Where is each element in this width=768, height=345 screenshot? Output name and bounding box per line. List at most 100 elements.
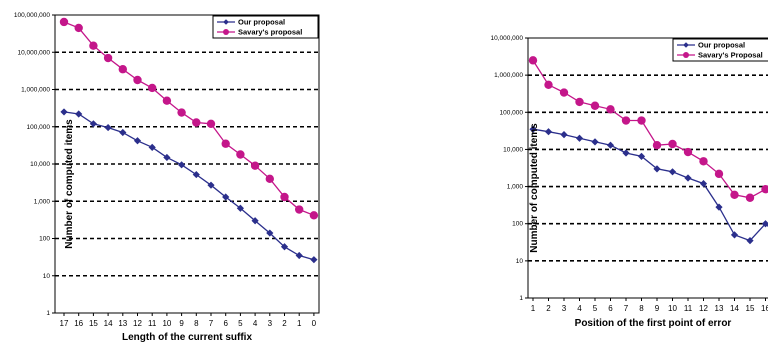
x-tick-label: 10 bbox=[162, 319, 171, 328]
y-tick-label: 10,000 bbox=[503, 146, 523, 153]
x-tick-label: 5 bbox=[593, 304, 598, 313]
series-point bbox=[133, 137, 142, 145]
series-point bbox=[575, 97, 584, 107]
legend-swatch-marker bbox=[223, 19, 229, 25]
x-tick-label: 17 bbox=[60, 319, 69, 328]
x-tick-label: 8 bbox=[194, 319, 199, 328]
y-tick-label: 100,000,000 bbox=[14, 12, 51, 19]
series-point bbox=[178, 161, 186, 169]
series-point bbox=[60, 108, 68, 116]
series-point bbox=[560, 131, 568, 139]
series-point bbox=[714, 169, 724, 179]
series-point bbox=[75, 110, 83, 118]
x-tick-label: 12 bbox=[699, 304, 708, 313]
series-point bbox=[699, 157, 708, 166]
y-tick-label: 1,000,000 bbox=[494, 72, 523, 79]
y-axis-title: Number of computed items bbox=[529, 123, 540, 253]
series-point bbox=[236, 150, 245, 159]
series-point bbox=[310, 256, 318, 264]
x-tick-label: 4 bbox=[253, 319, 258, 328]
series-point bbox=[668, 139, 677, 149]
series-point bbox=[250, 161, 260, 170]
x-tick-label: 6 bbox=[223, 319, 228, 328]
x-tick-label: 11 bbox=[148, 319, 157, 328]
x-tick-label: 0 bbox=[312, 319, 317, 328]
series-point bbox=[761, 184, 768, 194]
series-point bbox=[699, 180, 708, 188]
y-tick-label: 10,000,000 bbox=[490, 35, 523, 42]
x-tick-label: 8 bbox=[639, 304, 644, 313]
series-point bbox=[133, 75, 142, 85]
y-tick-label: 100,000 bbox=[27, 124, 51, 131]
series-point bbox=[177, 108, 186, 117]
x-tick-label: 14 bbox=[730, 304, 739, 313]
series-point bbox=[730, 190, 739, 200]
series-point bbox=[730, 231, 739, 239]
y-tick-label: 10,000,000 bbox=[17, 49, 50, 56]
series-point bbox=[280, 192, 289, 202]
x-tick-label: 13 bbox=[715, 304, 724, 313]
series-point bbox=[590, 101, 600, 110]
x-tick-label: 1 bbox=[531, 304, 536, 313]
x-tick-label: 9 bbox=[179, 319, 184, 328]
series-point bbox=[559, 88, 569, 97]
chart-left: 1 10 10 0 1,000 10,000 100,000 1,000,000 10,000,… bbox=[14, 12, 320, 343]
series-point bbox=[103, 53, 113, 63]
legend-box bbox=[212, 15, 319, 39]
x-tick-label: 6 bbox=[608, 304, 613, 313]
series-point bbox=[637, 116, 646, 125]
legend-label: Savary's Proposal bbox=[698, 51, 763, 60]
y-tick-label: 1 bbox=[46, 310, 50, 317]
series-point bbox=[761, 220, 768, 228]
y-tick-label: 10,000 bbox=[30, 161, 50, 168]
series-point bbox=[745, 193, 755, 202]
legend-box bbox=[672, 38, 768, 62]
x-tick-label: 9 bbox=[655, 304, 660, 313]
legend-label: Our proposal bbox=[698, 41, 745, 50]
series-point bbox=[236, 204, 244, 212]
y-tick-label: 1,000,000 bbox=[21, 87, 50, 94]
series-point bbox=[591, 138, 599, 146]
x-tick-label: 12 bbox=[133, 319, 142, 328]
y-tick-label: 10 bbox=[43, 273, 51, 280]
series-point bbox=[746, 237, 754, 245]
y-tick-label: 100,000 bbox=[500, 109, 524, 116]
series-point bbox=[192, 118, 201, 127]
series-point bbox=[163, 153, 171, 162]
x-tick-label: 2 bbox=[546, 304, 551, 313]
series-point bbox=[192, 170, 200, 179]
y-tick-label: 1 bbox=[519, 295, 523, 302]
x-tick-label: 13 bbox=[118, 319, 127, 328]
x-tick-label: 5 bbox=[238, 319, 243, 328]
series-point bbox=[606, 141, 615, 149]
x-axis-title: Length of the current suffix bbox=[122, 332, 252, 343]
series-point bbox=[265, 174, 274, 184]
series-point bbox=[104, 123, 112, 132]
series-point bbox=[162, 96, 172, 105]
series-point bbox=[221, 139, 230, 148]
series-point bbox=[118, 65, 128, 74]
series-point bbox=[715, 203, 723, 211]
y-tick-label: 1,000 bbox=[34, 198, 51, 205]
x-tick-label: 15 bbox=[89, 319, 98, 328]
series-point bbox=[148, 83, 157, 93]
series-point bbox=[59, 17, 69, 27]
series-point bbox=[544, 80, 553, 89]
y-axis-title: Number of computed items bbox=[64, 119, 75, 249]
series-point bbox=[668, 168, 677, 176]
x-tick-label: 16 bbox=[761, 304, 768, 313]
legend-label: Savary's proposal bbox=[238, 28, 302, 37]
plot-area bbox=[527, 37, 768, 299]
series-point bbox=[74, 23, 83, 33]
legend-swatch-marker bbox=[683, 52, 689, 58]
legend-label: Our proposal bbox=[238, 18, 285, 27]
series-point bbox=[683, 147, 693, 157]
series-point bbox=[251, 217, 259, 225]
series-point bbox=[684, 174, 692, 182]
series-point bbox=[529, 125, 537, 133]
x-axis-title: Position of the first point of error bbox=[575, 318, 732, 329]
series-point bbox=[637, 152, 646, 160]
series-point bbox=[222, 193, 230, 201]
x-tick-label: 4 bbox=[577, 304, 582, 313]
y-tick-label: 10 bbox=[516, 258, 524, 265]
